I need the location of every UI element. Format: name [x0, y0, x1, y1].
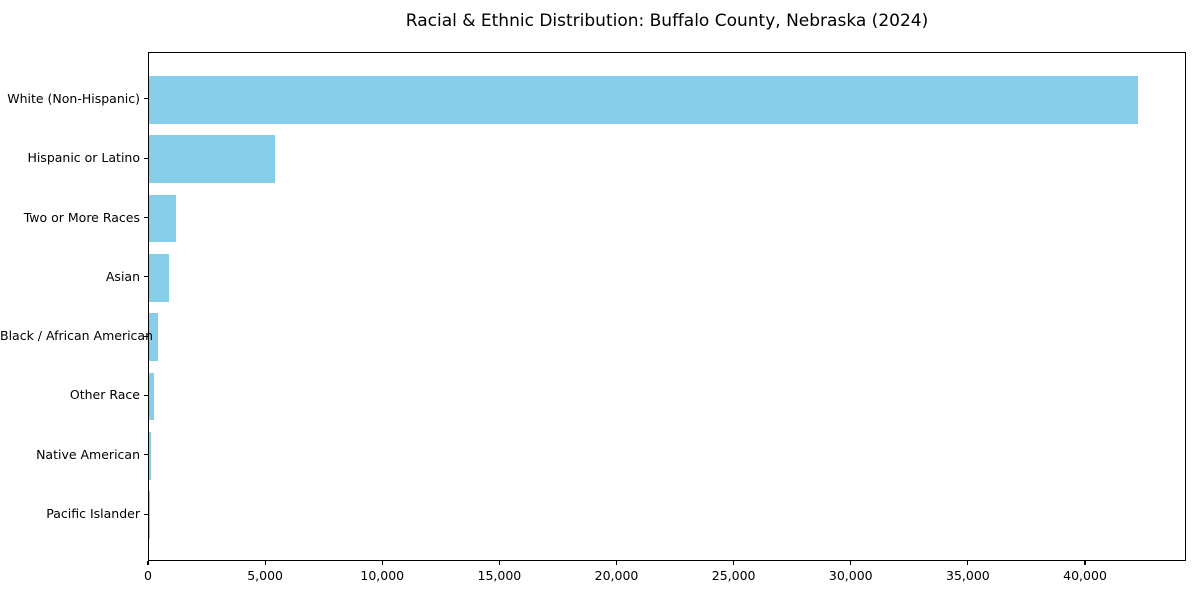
x-tick-label-25000: 25,000 — [711, 568, 756, 583]
y-tick-label-asian: Asian — [105, 268, 140, 284]
y-axis-tick — [144, 157, 148, 159]
y-tick-label-white-non-hispanic: White (Non-Hispanic) — [7, 90, 140, 106]
x-axis-tick — [264, 561, 266, 565]
bar-black-african-american — [149, 313, 159, 361]
bar-pacific-islander — [149, 491, 150, 539]
x-axis-tick — [967, 561, 969, 565]
x-axis-tick — [147, 561, 149, 565]
plot-area — [148, 52, 1186, 561]
y-axis-tick — [144, 394, 148, 397]
x-tick-label-0: 0 — [144, 568, 152, 583]
y-axis-tick — [144, 216, 148, 219]
x-tick-label-5000: 5,000 — [247, 568, 284, 583]
x-axis-tick — [850, 561, 852, 565]
y-tick-label-black-african-american: Black / African American — [0, 328, 154, 344]
bar-two-or-more-races — [149, 194, 177, 243]
x-tick-label-30000: 30,000 — [828, 568, 873, 583]
x-axis-tick — [498, 561, 500, 565]
x-tick-label-35000: 35,000 — [946, 568, 990, 583]
x-axis-tick — [381, 561, 383, 565]
y-tick-label-other-race: Other Race — [69, 387, 140, 403]
bar-hispanic-or-latino — [149, 135, 276, 183]
y-axis-tick — [144, 513, 148, 515]
x-tick-label-20000: 20,000 — [594, 568, 639, 583]
bar-white-non-hispanic — [149, 76, 1138, 124]
y-axis-tick — [144, 98, 148, 100]
x-axis-tick — [733, 561, 735, 565]
x-tick-label-15000: 15,000 — [477, 568, 522, 583]
y-axis-tick — [144, 276, 148, 278]
x-axis-tick — [615, 561, 618, 565]
y-tick-label-two-or-more-races: Two or More Races — [23, 209, 140, 225]
x-axis-tick — [1084, 561, 1086, 565]
chart-title: Racial & Ethnic Distribution: Buffalo Co… — [405, 11, 929, 31]
bar-native-american — [149, 432, 152, 480]
bar-other-race — [149, 372, 155, 421]
y-tick-label-native-american: Native American — [36, 446, 140, 462]
x-tick-label-10000: 10,000 — [360, 568, 405, 583]
y-axis-tick — [144, 454, 148, 456]
y-axis-tick — [144, 335, 148, 337]
x-tick-label-40000: 40,000 — [1063, 568, 1107, 583]
bar-asian — [149, 254, 170, 302]
y-tick-label-pacific-islander: Pacific Islander — [46, 506, 140, 522]
y-tick-label-hispanic-or-latino: Hispanic or Latino — [27, 150, 140, 166]
